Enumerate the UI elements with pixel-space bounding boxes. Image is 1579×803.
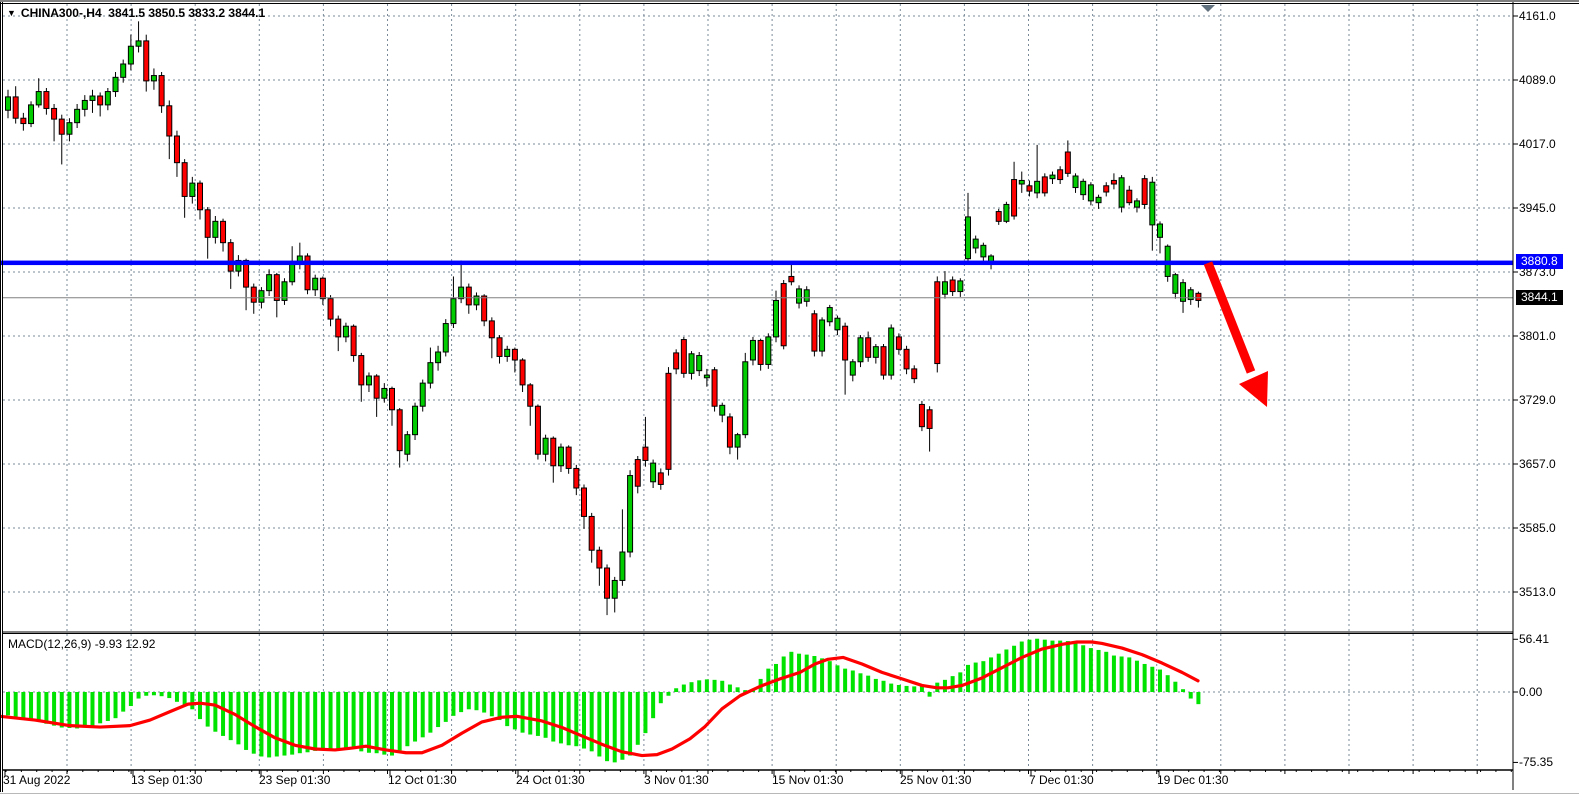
time-axis-label: 24 Oct 01:30 xyxy=(516,773,585,787)
trend-arrow xyxy=(1203,261,1268,407)
time-axis-label: 25 Nov 01:30 xyxy=(900,773,972,787)
gridlines xyxy=(3,4,1513,769)
price-axis-label: 4089.0 xyxy=(1519,73,1556,87)
price-axis-label: 3585.0 xyxy=(1519,521,1556,535)
price-axis-label: 3945.0 xyxy=(1519,201,1556,215)
horizontal-line-3880 xyxy=(0,260,1513,266)
current-price-badge: 3844.1 xyxy=(1516,289,1563,305)
time-axis-label: 7 Dec 01:30 xyxy=(1029,773,1094,787)
axis-ticks xyxy=(4,15,1518,776)
symbol-period-label: CHINA300-,H4 xyxy=(20,6,102,20)
time-axis-label: 31 Aug 2022 xyxy=(3,773,71,787)
time-axis-label: 3 Nov 01:30 xyxy=(644,773,709,787)
price-axis-label: 3729.0 xyxy=(1519,393,1556,407)
time-axis-label: 15 Nov 01:30 xyxy=(772,773,844,787)
hline-price-badge: 3880.8 xyxy=(1516,254,1563,270)
time-axis-label: 19 Dec 01:30 xyxy=(1157,773,1229,787)
time-axis-label: 13 Sep 01:30 xyxy=(131,773,203,787)
symbol-title: ▼ CHINA300-,H4 3841.5 3850.5 3833.2 3844.… xyxy=(7,6,265,20)
macd-signal-line xyxy=(0,640,1200,758)
time-axis-label: 23 Sep 01:30 xyxy=(259,773,331,787)
price-axis-label: 3657.0 xyxy=(1519,457,1556,471)
macd-axis-label: 56.41 xyxy=(1519,632,1550,647)
candlesticks xyxy=(5,21,1202,616)
price-axis-label: 4017.0 xyxy=(1519,137,1556,151)
price-axis-label: 4161.0 xyxy=(1519,9,1556,23)
macd-axis-label: -75.35 xyxy=(1519,755,1554,770)
macd-indicator-label: MACD(12,26,9) -9.93 12.92 xyxy=(8,637,156,651)
macd-histogram xyxy=(6,638,1201,763)
ohlc-values: 3841.5 3850.5 3833.2 3844.1 xyxy=(108,6,266,20)
macd-axis-label: 0.00 xyxy=(1519,685,1543,699)
price-axis-label: 3801.0 xyxy=(1519,329,1556,343)
chart-shift-marker xyxy=(1201,5,1215,12)
time-axis-label: 12 Oct 01:30 xyxy=(388,773,457,787)
dropdown-arrow-icon: ▼ xyxy=(7,8,16,18)
price-axis-label: 3513.0 xyxy=(1519,585,1556,599)
